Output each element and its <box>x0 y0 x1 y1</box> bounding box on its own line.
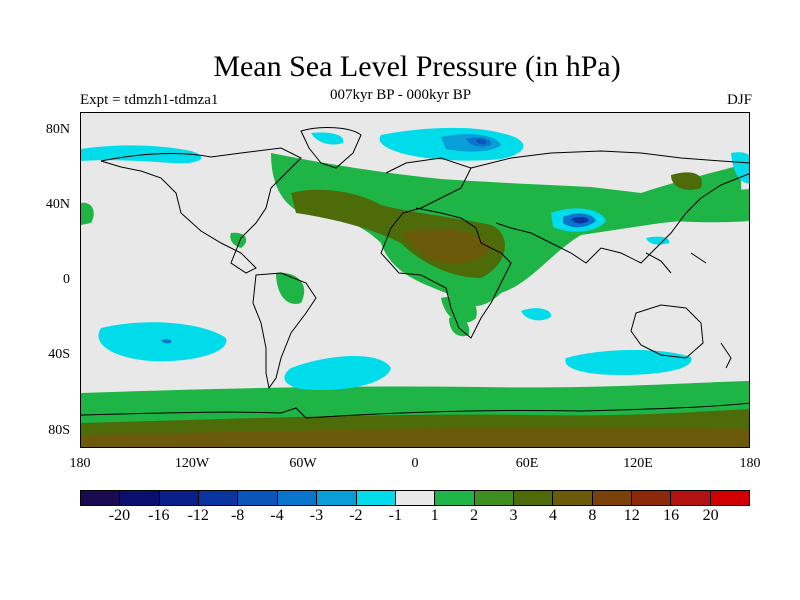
legend-label: -20 <box>108 507 131 524</box>
legend-swatch <box>592 491 633 505</box>
lat-label-80n: 80N <box>45 122 70 137</box>
legend-swatch <box>356 491 396 505</box>
legend-label: -8 <box>230 507 245 524</box>
legend-swatch <box>474 491 514 505</box>
legend-swatch <box>395 491 436 505</box>
lon-label-120e: 120E <box>623 456 653 471</box>
australia-coast <box>630 304 704 359</box>
legend-label: -4 <box>270 507 284 524</box>
lat-label-80s: 80S <box>48 423 70 438</box>
season-label: DJF <box>726 92 752 108</box>
legend-label: 3 <box>509 507 518 524</box>
legend-label: 20 <box>702 507 719 524</box>
legend-swatch <box>671 491 711 505</box>
south-atlantic-low <box>284 355 391 391</box>
lon-label-60e: 60E <box>515 456 539 471</box>
asia-olive <box>671 172 702 190</box>
color-legend <box>80 490 750 506</box>
pressure-map <box>81 113 749 447</box>
legend-label: 16 <box>663 507 680 524</box>
legend-label: -3 <box>309 507 324 524</box>
legend-swatch <box>710 491 750 505</box>
legend-swatch <box>632 491 672 505</box>
greenland-coast <box>300 127 362 169</box>
asia-coast <box>470 150 749 264</box>
experiment-label: Expt = tdmzh1-tdmza1 <box>80 92 219 108</box>
south-america-green <box>276 272 305 304</box>
legend-swatch <box>317 491 357 505</box>
lon-label-0: 0 <box>411 456 419 471</box>
south-america-coast <box>252 272 317 390</box>
atlantic-green <box>271 153 741 307</box>
legend-swatch <box>553 491 593 505</box>
europe-africa-coast <box>380 157 512 339</box>
legend-label: -2 <box>349 507 363 524</box>
legend-swatch <box>435 491 475 505</box>
legend-swatch <box>238 491 278 505</box>
lon-label-120w: 120W <box>174 456 210 471</box>
south-indian-low <box>565 349 692 375</box>
lat-label-0: 0 <box>63 272 70 287</box>
legend-swatch <box>513 491 554 505</box>
lon-label-60w: 60W <box>289 456 317 471</box>
legend-swatch <box>159 491 200 505</box>
lat-label-40s: 40S <box>48 347 70 362</box>
north-america-coast <box>100 147 302 274</box>
lat-label-40n: 40N <box>45 197 70 212</box>
legend-swatch <box>120 491 160 505</box>
legend-swatch <box>277 491 318 505</box>
legend-label: 8 <box>588 507 597 524</box>
antarctica-coast <box>81 402 749 419</box>
lon-label-180w: 180 <box>69 456 91 471</box>
legend-label: 4 <box>548 507 557 524</box>
legend-label: -1 <box>388 507 402 524</box>
period-label: 007kyr BP - 000kyr BP <box>330 87 472 103</box>
legend-label: 2 <box>470 507 479 524</box>
chart-title: Mean Sea Level Pressure (in hPa) <box>213 50 621 83</box>
legend-label: -16 <box>148 507 170 524</box>
legend-label: -12 <box>187 507 209 524</box>
legend-swatch <box>81 491 121 505</box>
lon-label-180e: 180 <box>739 456 761 471</box>
legend-label: 1 <box>430 507 439 524</box>
map-plot <box>80 112 750 448</box>
legend-swatch <box>199 491 239 505</box>
pacific-green <box>641 189 749 223</box>
legend-label: 12 <box>623 507 640 524</box>
